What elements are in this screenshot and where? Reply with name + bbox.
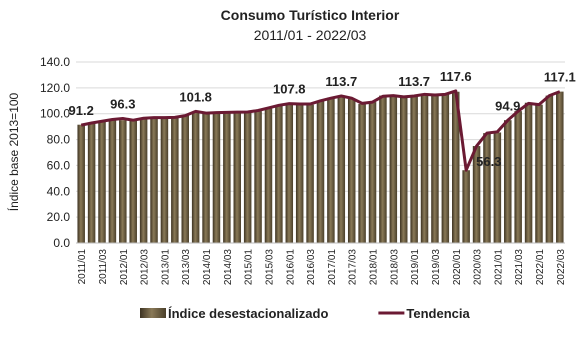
x-tick-label: 2018/03 bbox=[389, 249, 400, 286]
legend-swatch bbox=[140, 308, 166, 318]
x-tick-label: 2012/03 bbox=[140, 249, 151, 286]
bar bbox=[191, 112, 200, 244]
trend-line bbox=[80, 89, 561, 172]
chart-subtitle: 2011/01 - 2022/03 bbox=[254, 27, 367, 43]
bar bbox=[160, 117, 169, 243]
bar bbox=[410, 96, 418, 243]
bar bbox=[285, 104, 294, 244]
bar bbox=[306, 104, 314, 244]
x-tick-label: 2020/03 bbox=[473, 249, 484, 286]
x-tick-label: 2016/01 bbox=[285, 249, 296, 286]
bar bbox=[254, 111, 262, 243]
y-tick-label: 140.0 bbox=[40, 55, 70, 69]
x-tick-label: 2014/01 bbox=[202, 249, 213, 286]
bar bbox=[181, 115, 189, 243]
bar bbox=[202, 113, 210, 243]
y-tick-label: 120.0 bbox=[40, 81, 70, 95]
bar bbox=[399, 96, 408, 244]
bar bbox=[441, 93, 450, 243]
data-label: 117.1 bbox=[544, 70, 576, 85]
bar bbox=[462, 170, 470, 243]
bar bbox=[119, 120, 127, 243]
y-tick-label: 40.0 bbox=[47, 184, 71, 198]
x-tick-label: 2011/03 bbox=[98, 249, 109, 285]
bar bbox=[223, 112, 231, 244]
data-label: 101.8 bbox=[179, 89, 212, 104]
bar bbox=[535, 104, 543, 244]
bar bbox=[504, 120, 512, 243]
bar bbox=[514, 111, 522, 243]
bar bbox=[327, 97, 335, 243]
y-tick-label: 60.0 bbox=[47, 158, 71, 172]
bar bbox=[452, 91, 460, 243]
bar bbox=[77, 124, 85, 243]
x-tick-label: 2011/01 bbox=[77, 249, 88, 285]
data-label: 107.8 bbox=[273, 82, 306, 97]
bar bbox=[368, 102, 377, 243]
data-label: 113.7 bbox=[398, 74, 430, 89]
bar bbox=[233, 111, 242, 244]
bar bbox=[316, 100, 325, 244]
y-tick-label: 0.0 bbox=[53, 236, 70, 250]
x-tick-label: 2017/01 bbox=[327, 249, 338, 286]
y-tick-label: 80.0 bbox=[47, 133, 71, 147]
x-tick-label: 2019/01 bbox=[410, 249, 421, 286]
bar bbox=[87, 122, 96, 243]
data-label: 56.3 bbox=[476, 154, 501, 169]
x-tick-label: 2022/03 bbox=[556, 249, 567, 286]
bar bbox=[389, 95, 398, 243]
y-tick-label: 20.0 bbox=[47, 210, 71, 224]
bar bbox=[524, 102, 533, 243]
bar bbox=[139, 117, 148, 243]
data-label: 94.9 bbox=[495, 98, 520, 113]
bar bbox=[212, 113, 221, 243]
y-axis-label: Índice base 2013=100 bbox=[6, 92, 21, 211]
bar bbox=[483, 133, 491, 243]
bar bbox=[129, 119, 137, 243]
bar bbox=[347, 98, 356, 243]
x-tick-label: 2013/03 bbox=[181, 249, 192, 286]
bar bbox=[431, 94, 439, 243]
data-label: 91.2 bbox=[69, 103, 94, 118]
x-tick-label: 2019/03 bbox=[431, 249, 442, 286]
x-tick-label: 2016/03 bbox=[306, 249, 317, 286]
bar bbox=[472, 146, 481, 243]
bar bbox=[108, 119, 117, 243]
bar bbox=[171, 116, 179, 243]
x-tick-label: 2021/03 bbox=[514, 249, 525, 286]
x-tick-label: 2015/03 bbox=[264, 249, 275, 286]
data-label: 96.3 bbox=[110, 96, 135, 111]
x-tick-label: 2013/01 bbox=[160, 249, 171, 286]
bar bbox=[150, 117, 158, 243]
x-tick-label: 2017/03 bbox=[348, 249, 359, 286]
bar bbox=[379, 95, 387, 243]
bar bbox=[545, 95, 554, 243]
x-tick-label: 2012/01 bbox=[119, 249, 130, 286]
x-tick-label: 2018/01 bbox=[369, 249, 380, 286]
bar bbox=[493, 132, 502, 243]
x-tick-label: 2015/01 bbox=[244, 249, 255, 286]
legend-label: Tendencia bbox=[406, 306, 470, 321]
bar bbox=[358, 104, 366, 244]
bar bbox=[295, 104, 304, 244]
x-tick-label: 2022/01 bbox=[535, 249, 546, 286]
bar bbox=[243, 111, 252, 244]
bar bbox=[264, 108, 273, 244]
x-tick-label: 2021/01 bbox=[493, 249, 504, 286]
bar bbox=[337, 96, 346, 244]
x-tick-label: 2014/03 bbox=[223, 249, 234, 286]
x-tick-label: 2020/01 bbox=[452, 249, 463, 286]
bar bbox=[420, 93, 429, 243]
data-label: 117.6 bbox=[440, 69, 472, 84]
bar bbox=[98, 120, 106, 243]
y-tick-label: 100.0 bbox=[40, 107, 70, 121]
chart-title: Consumo Turístico Interior bbox=[221, 7, 400, 23]
bar bbox=[556, 91, 564, 243]
data-label: 113.7 bbox=[325, 74, 357, 89]
bar bbox=[275, 105, 283, 243]
legend-label: Índice desestacionalizado bbox=[168, 306, 328, 321]
